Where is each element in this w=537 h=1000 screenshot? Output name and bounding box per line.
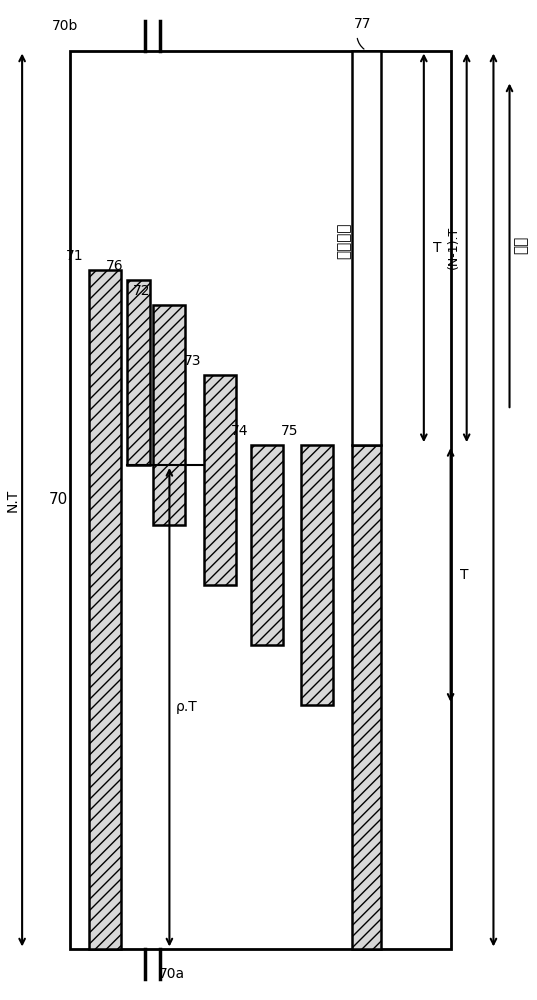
Text: T: T [460, 568, 469, 582]
Text: 時間: 時間 [514, 236, 529, 254]
Bar [89, 270, 121, 949]
Bar [154, 305, 185, 525]
Text: 75: 75 [280, 424, 298, 438]
Text: 71: 71 [66, 249, 84, 263]
Text: 73: 73 [184, 354, 201, 368]
Bar [127, 280, 150, 465]
Bar [204, 375, 236, 585]
Bar [70, 51, 451, 949]
Text: 70: 70 [49, 492, 68, 508]
Text: 保护间隔: 保护间隔 [336, 222, 351, 259]
Text: 72: 72 [133, 284, 151, 298]
Text: 70b: 70b [52, 19, 78, 33]
Text: ρ.T: ρ.T [176, 700, 198, 714]
Text: (N-1).T: (N-1).T [447, 226, 460, 269]
Bar [352, 445, 381, 949]
Text: 74: 74 [231, 424, 249, 438]
Text: T: T [433, 241, 442, 255]
Bar [301, 445, 333, 705]
Text: N.T: N.T [5, 488, 19, 512]
Text: 76: 76 [106, 259, 124, 273]
Bar [251, 445, 284, 645]
Bar [352, 51, 381, 445]
Text: 70a: 70a [159, 967, 185, 981]
Text: 77: 77 [354, 17, 372, 31]
